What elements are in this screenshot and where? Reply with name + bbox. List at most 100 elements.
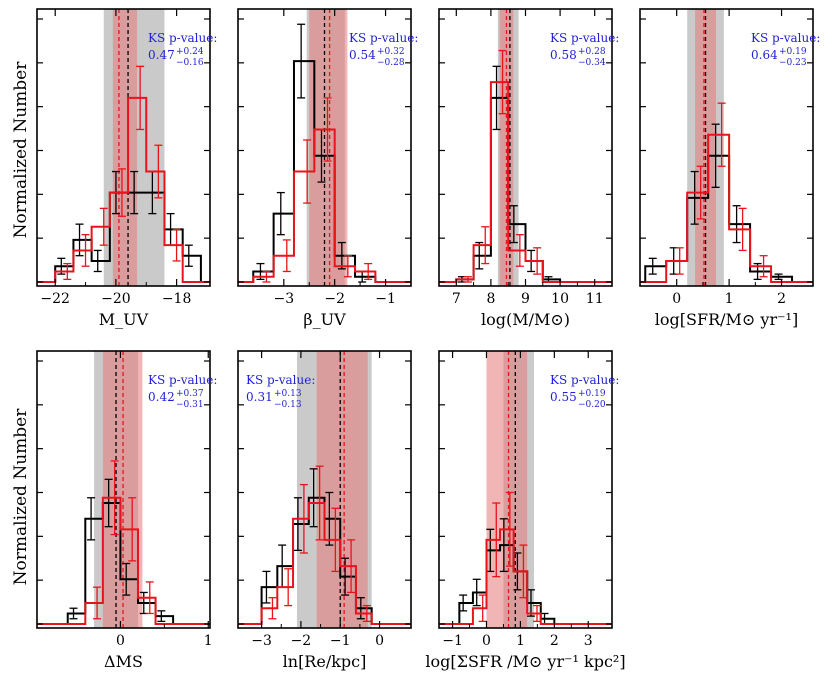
ks-minus: −0.13 [274,400,302,410]
error-bar-black [130,170,139,215]
band-red [112,9,138,286]
error-bar-red [99,207,108,246]
error-bar-black [93,249,102,273]
error-bar-red [362,604,371,623]
band-red [486,351,528,628]
ks-plus: +0.19 [578,389,606,399]
ks-value: 0.55 [550,390,577,404]
ks-plus: +0.24 [176,47,204,57]
error-bar-red [463,276,472,283]
x-axis-label: M_UV [99,310,149,329]
error-bar-red [696,165,705,220]
ks-label: KS p-value: [349,31,418,45]
error-bar-black [309,468,318,528]
x-tick-label: −2 [291,633,312,649]
x-tick-label: −1 [330,633,351,649]
error-bar-red [268,597,277,620]
ks-value: 0.58 [550,48,577,62]
x-tick-label: 2 [550,633,559,649]
x-tick-label: −18 [162,291,192,307]
error-bar-red [331,507,340,573]
x-tick-label: 0 [672,291,681,307]
x-tick-label: 10 [551,291,569,307]
ks-plus: +0.32 [377,47,405,57]
histogram-red [439,528,612,625]
ks-value: 0.31 [246,390,273,404]
x-tick-label: −3 [251,633,272,649]
error-bar-black [325,491,334,546]
ks-minus: −0.23 [779,58,807,68]
ks-value: 0.64 [751,48,778,62]
error-bar-red [315,465,324,541]
histogram-red [37,96,210,283]
ks-label: KS p-value: [148,31,217,45]
x-axis-label: log[SFR/M⊙ yr⁻¹] [655,310,798,329]
x-tick-label: 9 [521,291,530,307]
band-red [695,9,717,286]
ks-minus: −0.20 [578,400,606,410]
error-bar-black [293,497,302,552]
histogram-black [37,502,210,625]
error-bar-black [459,594,468,612]
error-bar-red [515,234,524,267]
y-axis-label-top: Normalized Number [11,61,31,239]
error-bar-black [486,528,495,573]
error-bar-red [284,568,293,607]
x-tick-label: 11 [586,291,604,307]
axes-frame [438,350,613,629]
axes-frame [36,8,211,287]
panel-ssfr: −1 0 1 2 3 log[ΣSFR /M⊙ yr⁻¹ kpc²] KS p-value:… [425,350,626,671]
error-bar-black [492,65,501,131]
error-bar-black [499,518,508,573]
axes-frame [36,350,211,629]
histogram-red [238,502,411,625]
error-bar-red [262,270,271,283]
error-bar-black [472,578,481,607]
error-bar-red [505,491,514,567]
error-bar-black [87,497,96,541]
x-tick-label: −22 [40,291,70,307]
error-bar-black [157,610,166,623]
error-bar-red [759,255,768,278]
x-tick-label: −1 [442,633,463,649]
error-bar-red [117,168,126,217]
error-bar-red [93,586,102,620]
panel-muv: −22 −20 −18 M_UV KS p-value: 0.47 +0.24−0.16 [36,8,217,329]
panel-sfr: 0 1 2 log[SFR/M⊙ yr⁻¹] KS p-value: 0.64 +0.19−… [639,8,820,329]
error-bar-black [262,570,271,604]
x-axis-label: ln[Re/kpc] [283,652,367,671]
error-bar-red [492,502,501,578]
panel-beta: −3 −2 −1 β_UV KS p-value: 0.54 +0.32−0.28 [237,8,418,329]
axes-frame [237,350,412,629]
plot-area-muv [37,9,210,286]
error-bar-red [519,544,528,599]
x-tick-label: −3 [273,291,294,307]
x-axis-label: log[ΣSFR /M⊙ yr⁻¹ kpc²] [425,652,625,671]
error-bar-red [303,139,312,204]
error-bar-black [69,607,78,620]
y-axis-label-bottom: Normalized Number [11,408,31,586]
error-bar-black [104,478,113,528]
ks-minus: −0.31 [176,400,204,410]
error-bar-red [63,262,72,281]
plot-area-ssfr [439,351,612,628]
error-bar-black [122,562,131,596]
x-axis-label: ΔMS [104,652,143,671]
x-tick-label: 1 [204,633,213,649]
error-bar-red [154,144,163,199]
plot-area-re [238,351,411,628]
x-tick-label: 1 [516,633,525,649]
error-bar-red [145,581,154,615]
error-bar-red [299,483,308,554]
error-bar-black [337,241,346,270]
error-bar-red [717,102,726,167]
error-bar-red [532,604,541,623]
ks-plus: +0.19 [779,47,807,57]
ks-plus: +0.13 [274,389,302,399]
x-tick-label: −1 [375,291,396,307]
ks-value: 0.42 [148,390,175,404]
error-bar-black [509,205,518,244]
error-bar-red [81,234,90,267]
ks-label: KS p-value: [246,373,315,387]
